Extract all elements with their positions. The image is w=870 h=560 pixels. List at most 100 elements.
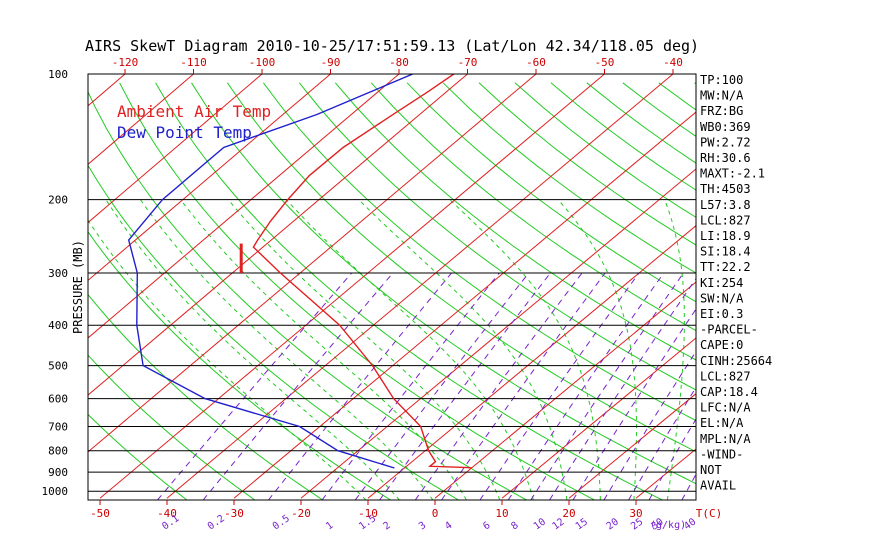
- isotherm-line: [568, 393, 696, 499]
- legend-ambient-air-temp: Ambient Air Temp: [117, 102, 271, 121]
- bottom-temp-tick-label: 20: [562, 507, 575, 520]
- bottom-temp-tick-label: -20: [291, 507, 311, 520]
- mixing-ratio-line: [628, 386, 696, 500]
- mixing-ratio-tick-label: 1: [324, 520, 335, 532]
- bottom-temp-tick-label: -10: [358, 507, 378, 520]
- top-temp-tick-label: -110: [180, 56, 207, 69]
- y-axis-label: PRESSURE (MB): [71, 240, 85, 334]
- bottom-axis-label: T(C): [696, 507, 723, 520]
- mixing-ratio-line: [681, 473, 696, 500]
- mixing-ratio-line: [268, 272, 452, 500]
- mixing-ratio-line: [530, 272, 684, 500]
- isotherm-line: [88, 74, 331, 282]
- pressure-tick-label: 900: [48, 466, 68, 479]
- mixing-ratio-line: [549, 277, 696, 500]
- stability-index-item: FRZ:BG: [700, 104, 743, 118]
- plot-frame: [87, 73, 697, 501]
- stability-index-item: MW:N/A: [700, 89, 744, 103]
- moist-adiabat-line: [557, 199, 637, 500]
- mixing-ratio-line: [202, 272, 394, 500]
- bottom-temp-tick-label: 0: [432, 507, 439, 520]
- pressure-tick-label: 800: [48, 445, 68, 458]
- dry-adiabat-line: [88, 354, 256, 500]
- dry-adiabat-line: [226, 82, 696, 453]
- dry-adiabat-line: [298, 82, 696, 391]
- isotherm-line: [770, 74, 870, 498]
- dry-adiabat-line: [88, 293, 324, 500]
- isotherm-line: [88, 74, 263, 224]
- stability-index-item: LI:18.9: [700, 229, 751, 243]
- stability-index-item: MAXT:-2.1: [700, 167, 765, 181]
- isotherm-line: [837, 74, 870, 498]
- mixing-ratio-tick-label: 0.5: [271, 513, 292, 532]
- mixing-ratio-tick-label: 3: [417, 520, 428, 532]
- pressure-tick-label: 700: [48, 421, 68, 434]
- stability-index-item: SI:18.4: [700, 245, 751, 259]
- mixing-ratio-line: [157, 272, 353, 500]
- stability-index-item: LFC:N/A: [700, 401, 751, 415]
- isotherm-line: [635, 448, 696, 499]
- stability-index-item: PW:2.72: [700, 135, 751, 149]
- bottom-temp-tick-label: -40: [157, 507, 177, 520]
- mixing-ratio-line: [321, 272, 500, 500]
- bottom-temp-tick-label: -50: [90, 507, 110, 520]
- dry-adiabat-line: [478, 82, 696, 246]
- stability-index-item: EL:N/A: [700, 416, 744, 430]
- legend-dew-point-temp: Dew Point Temp: [117, 123, 252, 142]
- isotherm-line: [166, 74, 674, 499]
- isotherm-line: [501, 337, 696, 499]
- isotherm-line: [88, 74, 537, 453]
- dry-adiabat-line: [370, 82, 696, 332]
- mixing-ratio-tick-label: 8: [509, 520, 520, 532]
- dry-adiabat-line: [119, 82, 595, 500]
- stability-index-item: LCL:827: [700, 369, 751, 383]
- isotherm-line: [88, 74, 194, 165]
- stability-index-item: KI:254: [700, 276, 743, 290]
- pressure-tick-label: 200: [48, 194, 68, 207]
- dry-adiabat-line: [334, 82, 696, 361]
- isotherm-line: [434, 281, 696, 499]
- stability-index-item: L57:3.8: [700, 198, 751, 212]
- mixing-ratio-unit-label: (g/kg): [650, 520, 686, 531]
- stability-index-item: SW:N/A: [700, 291, 744, 305]
- dry-adiabat-line: [263, 82, 696, 422]
- mixing-ratio-tick-label: 10: [532, 517, 548, 533]
- moist-adiabat-line: [180, 199, 467, 500]
- dry-adiabat-line: [155, 82, 663, 500]
- mixing-ratio-tick-label: 15: [574, 517, 590, 533]
- stability-index-item: AVAIL: [700, 479, 736, 493]
- stability-index-item: TH:4503: [700, 182, 751, 196]
- top-temp-tick-label: -90: [321, 56, 341, 69]
- isotherm-line: [88, 74, 468, 396]
- top-temp-tick-label: -50: [595, 56, 615, 69]
- moist-adiabat-line: [227, 199, 501, 500]
- isotherm-line: [367, 225, 696, 499]
- pressure-tick-label: 100: [48, 68, 68, 81]
- stability-index-item: CAPE:0: [700, 338, 743, 352]
- top-temp-tick-label: -100: [249, 56, 276, 69]
- isotherm-line: [88, 74, 400, 339]
- dry-adiabat-line: [731, 83, 870, 500]
- ambient-temp-profile-line: [252, 74, 472, 469]
- top-temp-tick-label: -40: [663, 56, 683, 69]
- mixing-ratio-tick-label: 2: [382, 520, 393, 532]
- moist-adiabat-line: [88, 219, 367, 500]
- stability-index-item: WB0:369: [700, 120, 751, 134]
- mixing-ratio-line: [572, 308, 696, 500]
- dry-adiabat-line: [838, 83, 870, 500]
- moist-adiabat-line: [139, 199, 434, 500]
- dry-adiabat-line: [406, 82, 696, 303]
- bottom-temp-tick-label: 10: [495, 507, 508, 520]
- stability-index-item: MPL:N/A: [700, 432, 751, 446]
- bottom-temp-tick-label: 30: [629, 507, 642, 520]
- stability-index-item: TT:22.2: [700, 260, 751, 274]
- mixing-ratio-line: [603, 350, 696, 500]
- dry-adiabat-line: [658, 82, 696, 111]
- pressure-tick-label: 1000: [42, 485, 69, 498]
- pressure-tick-label: 500: [48, 360, 68, 373]
- dry-adiabat-line: [88, 164, 459, 500]
- dry-adiabat-line: [88, 413, 188, 500]
- isotherm-line: [233, 111, 696, 499]
- isotherm-line: [88, 74, 126, 107]
